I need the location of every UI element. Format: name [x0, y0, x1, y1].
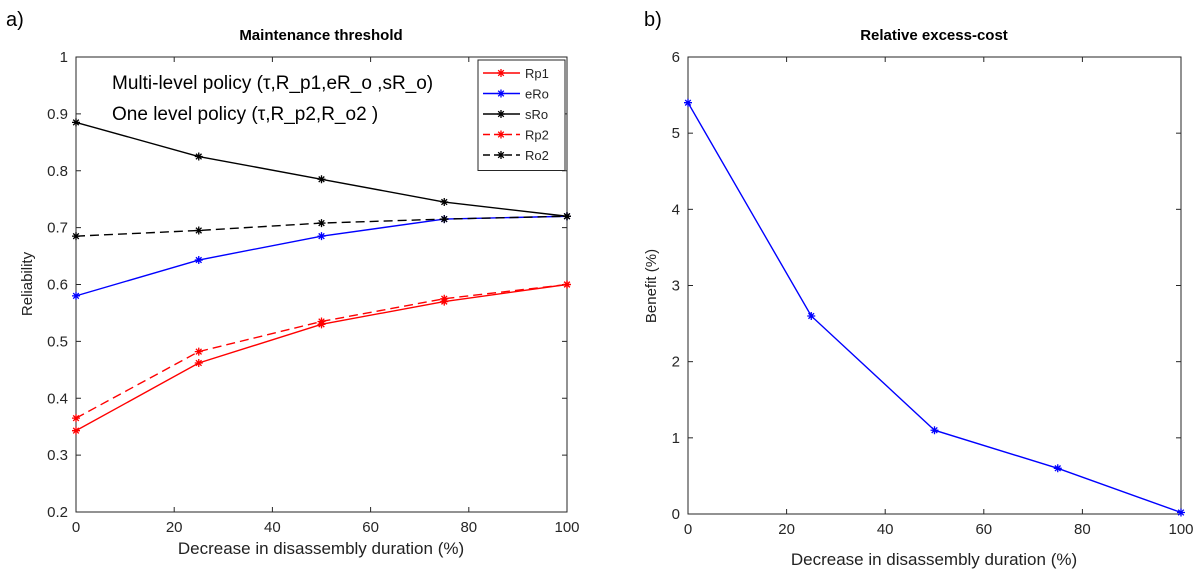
series-line-benefit: [687, 102, 1182, 514]
series-benefit: [684, 98, 1185, 517]
data-point-rp1: [72, 426, 80, 435]
data-point-ero: [194, 256, 203, 265]
annotation-one-level-policy: One level policy (τ,R_p2,R_o2 ): [112, 104, 378, 125]
data-point-ero: [317, 232, 326, 241]
data-point-ro2: [72, 232, 80, 241]
data-point-benefit: [684, 98, 692, 107]
data-point-benefit: [807, 311, 816, 320]
x-tick-label: 80: [1074, 521, 1091, 538]
series-rp2: [72, 280, 571, 423]
legend-marker: [497, 130, 505, 139]
x-axis-label-disassembly-duration: Decrease in disassembly duration (%): [178, 539, 464, 558]
series-line-rp1: [75, 283, 568, 432]
data-point-ero: [72, 291, 80, 300]
chart-relative-excess-cost: b) Relative excess-cost Benefit (%) Decr…: [643, 9, 1194, 569]
y-tick-label: 6: [672, 49, 680, 66]
y-axis-label-reliability: Reliability: [19, 251, 36, 316]
data-point-rp1: [194, 358, 203, 367]
data-point-rp2: [440, 294, 449, 303]
legend-marker: [497, 89, 505, 98]
data-point-rp2: [194, 347, 203, 356]
data-point-benefit: [1053, 464, 1062, 473]
x-tick-label: 60: [362, 519, 379, 536]
legend-item-rp2: Rp2: [483, 128, 549, 143]
legend: Rp1 eRo sRo Rp2 Ro2: [477, 59, 566, 171]
panel-label-a: a): [6, 9, 24, 31]
x-tick-label: 0: [72, 519, 80, 536]
data-point-sro: [440, 198, 449, 207]
data-point-ro2: [194, 226, 203, 235]
legend-marker: [497, 110, 505, 118]
plot-area-frame: [687, 56, 1182, 515]
data-point-sro: [194, 152, 203, 161]
x-tick-label: 100: [1168, 521, 1193, 538]
data-point-ro2: [440, 215, 449, 224]
data-point-sro: [72, 118, 80, 127]
y-tick-label: 5: [672, 125, 680, 142]
legend-label: Rp1: [525, 66, 549, 81]
x-tick-label: 100: [554, 519, 579, 536]
legend-item-ro2: Ro2: [483, 148, 549, 163]
data-point-ro2: [317, 219, 326, 228]
annotation-multi-level-policy: Multi-level policy (τ,R_p1,eR_o ,sR_o): [112, 73, 433, 94]
x-tick-label: 20: [166, 519, 183, 536]
x-tick-label: 40: [264, 519, 281, 536]
y-tick-label: 0.7: [47, 220, 68, 237]
series-line-rp2: [75, 283, 568, 419]
legend-label: eRo: [525, 87, 549, 102]
y-tick-label: 1: [60, 49, 68, 66]
y-axis-label-benefit: Benefit (%): [643, 249, 660, 323]
x-tick-label: 60: [975, 521, 992, 538]
y-tick-label: 0.6: [47, 277, 68, 294]
legend-item-ero: eRo: [483, 87, 549, 102]
y-tick-label: 0.4: [47, 390, 68, 407]
legend-label: sRo: [525, 107, 548, 122]
data-point-ro2: [563, 212, 571, 221]
legend-item-rp1: Rp1: [483, 66, 549, 81]
y-tick-label: 3: [672, 278, 680, 295]
data-point-rp2: [317, 317, 326, 326]
y-tick-label: 4: [672, 201, 680, 218]
data-point-benefit: [1177, 508, 1185, 517]
x-tick-label: 80: [460, 519, 477, 536]
x-axis-label-disassembly-duration-b: Decrease in disassembly duration (%): [791, 550, 1077, 569]
y-tick-label: 0.9: [47, 106, 68, 123]
data-point-benefit: [930, 426, 939, 435]
chart-maintenance-threshold: a) Maintenance threshold Reliability Dec…: [6, 9, 580, 558]
x-tick-label: 0: [684, 521, 692, 538]
legend-label: Ro2: [525, 148, 549, 163]
series-rp1: [72, 280, 571, 435]
panel-label-b: b): [644, 9, 662, 31]
x-tick-label: 40: [877, 521, 894, 538]
legend-marker: [497, 69, 505, 77]
legend-item-sro: sRo: [483, 107, 548, 122]
legend-label: Rp2: [525, 128, 549, 143]
y-tick-label: 0.3: [47, 447, 68, 464]
data-point-sro: [317, 175, 326, 184]
data-point-rp2: [563, 280, 571, 289]
chart-title-maintenance-threshold: Maintenance threshold: [239, 27, 402, 44]
y-tick-label: 1: [672, 430, 680, 447]
series-line-ero: [75, 215, 568, 297]
y-tick-label: 0.5: [47, 333, 68, 350]
y-tick-label: 0: [672, 506, 680, 523]
legend-box: [477, 59, 566, 171]
x-tick-label: 20: [778, 521, 795, 538]
y-tick-label: 0.8: [47, 163, 68, 180]
data-point-rp2: [72, 414, 80, 423]
chart-title-relative-excess-cost: Relative excess-cost: [860, 27, 1008, 44]
y-tick-label: 2: [672, 354, 680, 371]
y-tick-label: 0.2: [47, 504, 68, 521]
series-ro2: [72, 212, 571, 241]
legend-marker: [497, 151, 505, 159]
